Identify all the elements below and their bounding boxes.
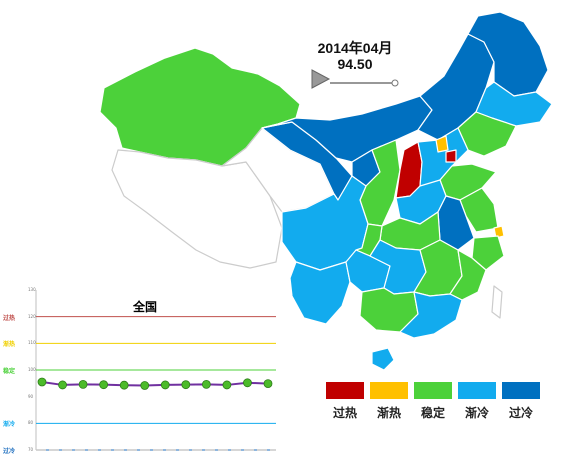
band-label-2: 稳定 <box>3 368 16 375</box>
data-point-1 <box>58 380 67 390</box>
legend-label-stable: 稳定 <box>420 406 445 420</box>
band-label-4: 过冷 <box>3 448 16 455</box>
legend-label-overcool: 过冷 <box>508 406 533 420</box>
data-point-8 <box>201 380 211 389</box>
legend-item-warming: 渐热 <box>370 382 408 421</box>
legend-swatch-stable <box>414 382 452 399</box>
data-point-9 <box>222 380 232 390</box>
index-value: 94.50 <box>337 56 373 72</box>
region-hainan[interactable] <box>371 347 395 371</box>
timeline-handle[interactable] <box>391 79 399 87</box>
data-point-0 <box>37 377 47 387</box>
legend-item-cooling: 渐冷 <box>458 382 496 421</box>
band-label-1: 渐热 <box>3 341 16 349</box>
y-tick-label-4: 90 <box>28 393 34 399</box>
region-guangdong[interactable] <box>399 291 463 339</box>
region-liaoning[interactable] <box>457 111 517 157</box>
data-point-11 <box>263 379 273 388</box>
legend-label-warming: 渐热 <box>376 406 401 420</box>
region-beijing[interactable] <box>435 135 449 153</box>
region-fujian[interactable] <box>449 249 487 301</box>
legend-swatch-overcool <box>502 382 540 399</box>
data-point-7 <box>181 380 191 390</box>
y-tick-label-3: 100 <box>28 367 36 372</box>
legend-label-overheat: 过热 <box>332 406 357 420</box>
band-label-0: 过热 <box>3 314 16 322</box>
band-label-3: 渐冷 <box>3 421 16 429</box>
legend-swatch-cooling <box>458 382 496 399</box>
play-triangle-icon[interactable] <box>311 69 331 89</box>
region-zhejiang[interactable] <box>471 235 505 271</box>
legend-swatch-overheat <box>326 382 364 399</box>
region-tibet[interactable] <box>111 149 283 269</box>
data-point-2 <box>78 380 88 389</box>
y-tick-label-5: 80 <box>28 420 34 426</box>
legend-item-overcool: 过冷 <box>502 382 540 421</box>
data-point-6 <box>160 380 170 390</box>
chart-title: 全国 <box>132 300 157 314</box>
y-tick-label-2: 110 <box>28 340 36 346</box>
data-point-5 <box>140 381 150 390</box>
data-point-10 <box>243 378 252 388</box>
legend-swatch-warming <box>370 382 408 399</box>
region-heilongjiang[interactable] <box>467 11 549 97</box>
legend-item-stable: 稳定 <box>414 382 452 421</box>
region-taiwan[interactable] <box>491 285 503 319</box>
region-tianjin[interactable] <box>445 149 457 163</box>
series-line <box>41 381 269 387</box>
y-tick-label-6: 70 <box>28 447 34 452</box>
region-shanghai[interactable] <box>493 225 505 239</box>
y-tick-label-1: 120 <box>28 313 36 319</box>
y-tick-label-0: 130 <box>28 287 36 292</box>
legend-label-cooling: 渐冷 <box>464 406 489 420</box>
data-point-4 <box>119 380 129 390</box>
national-trend-chart <box>35 290 276 451</box>
region-yunnan[interactable] <box>289 261 351 325</box>
legend-item-overheat: 过热 <box>326 382 364 421</box>
data-point-3 <box>99 380 109 390</box>
date-label: 2014年04月 <box>317 40 393 56</box>
